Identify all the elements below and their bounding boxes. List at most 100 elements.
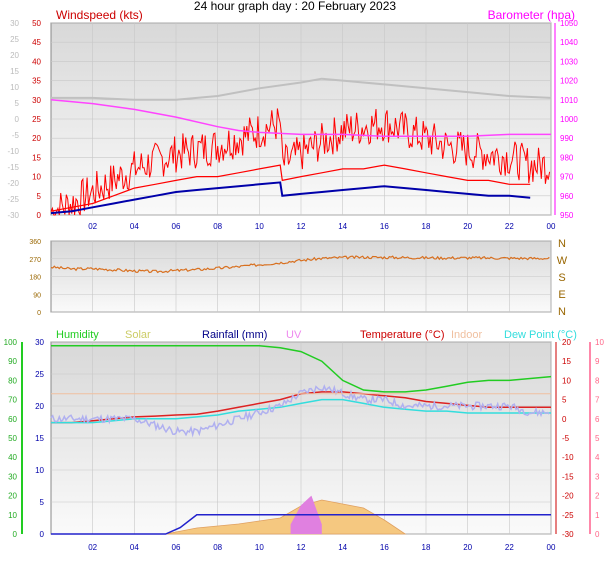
chart-title: 24 hour graph day : 20 February 2023 <box>194 0 396 13</box>
temperature-tick-label: -5 <box>562 434 570 443</box>
hour-label: 20 <box>463 222 472 231</box>
humidity-tick-label: 100 <box>4 338 18 347</box>
hour-label: 12 <box>297 222 306 231</box>
rain-tick-label: 20 <box>35 402 44 411</box>
uv-tick-label: 1 <box>595 511 600 520</box>
hour-label: 04 <box>130 543 139 552</box>
rain-tick-label: 25 <box>35 370 44 379</box>
legend-item: Solar <box>125 329 151 341</box>
rainfall-line <box>51 514 551 535</box>
wind-tick-label: 10 <box>32 173 41 182</box>
hour-label: 08 <box>213 543 222 552</box>
uv-tick-label: 8 <box>595 376 600 385</box>
gust-line <box>50 108 551 216</box>
humidity-tick-label: 70 <box>8 396 17 405</box>
windspeed-axis-label: Windspeed (kts) <box>56 8 143 22</box>
secondary-tick-label: -25 <box>7 195 19 204</box>
hour-label: 10 <box>255 222 264 231</box>
uv-tick-label: 2 <box>595 492 600 501</box>
wind-tick-label: 25 <box>32 115 41 124</box>
hour-label: 18 <box>422 543 431 552</box>
hour-label: 06 <box>172 222 181 231</box>
secondary-tick-label: 0 <box>15 115 20 124</box>
wind-line <box>50 164 531 212</box>
uv-tick-label: 10 <box>595 338 604 347</box>
compass-label: W <box>557 255 568 267</box>
secondary-tick-label: -15 <box>7 163 19 172</box>
wind-tick-label: 50 <box>32 19 41 28</box>
hour-label: 02 <box>88 543 97 552</box>
temperature-tick-label: 10 <box>562 376 571 385</box>
secondary-tick-label: -5 <box>12 131 20 140</box>
solar-area <box>165 499 407 535</box>
hour-label: 04 <box>130 222 139 231</box>
legend-item: Rainfall (mm) <box>202 329 267 341</box>
barometer-tick-label: 1020 <box>560 77 578 86</box>
climate-panel: Humidity Solar Rainfall (mm) UV Temperature … <box>4 329 605 552</box>
direction-tick-label: 0 <box>37 310 41 317</box>
humidity-tick-label: 40 <box>8 453 17 462</box>
temperature-tick-label: 15 <box>562 357 571 366</box>
humidity-tick-label: 30 <box>8 472 17 481</box>
temperature-tick-label: 0 <box>562 415 567 424</box>
uv-tick-label: 5 <box>595 434 600 443</box>
rain-tick-label: 10 <box>35 466 44 475</box>
barometer-tick-label: 990 <box>560 134 574 143</box>
hour-label: 12 <box>297 543 306 552</box>
secondary-tick-label: 10 <box>10 83 19 92</box>
rain-tick-label: 5 <box>40 498 45 507</box>
secondary-tick-label: 15 <box>10 67 19 76</box>
barometer-tick-label: 1010 <box>560 96 578 105</box>
direction-tick-label: 180 <box>29 275 41 282</box>
humidity-tick-label: 0 <box>13 530 18 539</box>
barometer-tick-label: 1030 <box>560 57 578 66</box>
humidity-tick-label: 60 <box>8 415 17 424</box>
hour-label: 08 <box>213 222 222 231</box>
barometer-tick-label: 1040 <box>560 38 578 47</box>
wind-tick-label: 45 <box>32 38 41 47</box>
temperature-tick-label: 20 <box>562 338 571 347</box>
hour-label: 16 <box>380 222 389 231</box>
compass-label: N <box>558 238 566 250</box>
humidity-tick-label: 90 <box>8 357 17 366</box>
hour-label: 22 <box>505 543 514 552</box>
humidity-line <box>51 345 552 393</box>
legend-item: UV <box>286 329 302 341</box>
rain-tick-label: 15 <box>35 434 44 443</box>
hour-label: 16 <box>380 543 389 552</box>
hour-label: 14 <box>338 543 347 552</box>
humidity-tick-label: 10 <box>8 511 17 520</box>
legend-item: Temperature (°C) <box>360 329 444 341</box>
wind-tick-label: 0 <box>37 211 42 220</box>
barometer-tick-label: 1000 <box>560 115 578 124</box>
barometer-tick-label: 980 <box>560 153 574 162</box>
compass-label: N <box>558 306 566 318</box>
hour-label: 10 <box>255 543 264 552</box>
direction-tick-label: 270 <box>29 257 41 264</box>
barometer-axis-label: Barometer (hpa) <box>488 8 575 22</box>
rain-tick-label: 0 <box>40 530 45 539</box>
uv-tick-label: 3 <box>595 472 600 481</box>
compass-label: S <box>558 272 565 284</box>
hour-label: 00 <box>547 543 556 552</box>
secondary-tick-label: 25 <box>10 35 19 44</box>
uv-tick-label: 7 <box>595 396 600 405</box>
rain-tick-label: 30 <box>35 338 44 347</box>
uv-tick-label: 0 <box>595 530 600 539</box>
hour-label: 20 <box>463 543 472 552</box>
wind-tick-label: 30 <box>32 96 41 105</box>
temperature-tick-label: 5 <box>562 396 567 405</box>
compass-label: E <box>558 289 565 301</box>
temperature-tick-label: -25 <box>562 511 574 520</box>
secondary-tick-label: 5 <box>15 99 20 108</box>
secondary-tick-label: 20 <box>10 51 19 60</box>
wind-tick-label: 40 <box>32 57 41 66</box>
barometer-tick-label: 970 <box>560 173 574 182</box>
humidity-tick-label: 20 <box>8 492 17 501</box>
hour-label: 18 <box>422 222 431 231</box>
uv-tick-label: 4 <box>595 453 600 462</box>
uv-tick-label: 6 <box>595 415 600 424</box>
legend-item: Humidity <box>56 329 99 341</box>
